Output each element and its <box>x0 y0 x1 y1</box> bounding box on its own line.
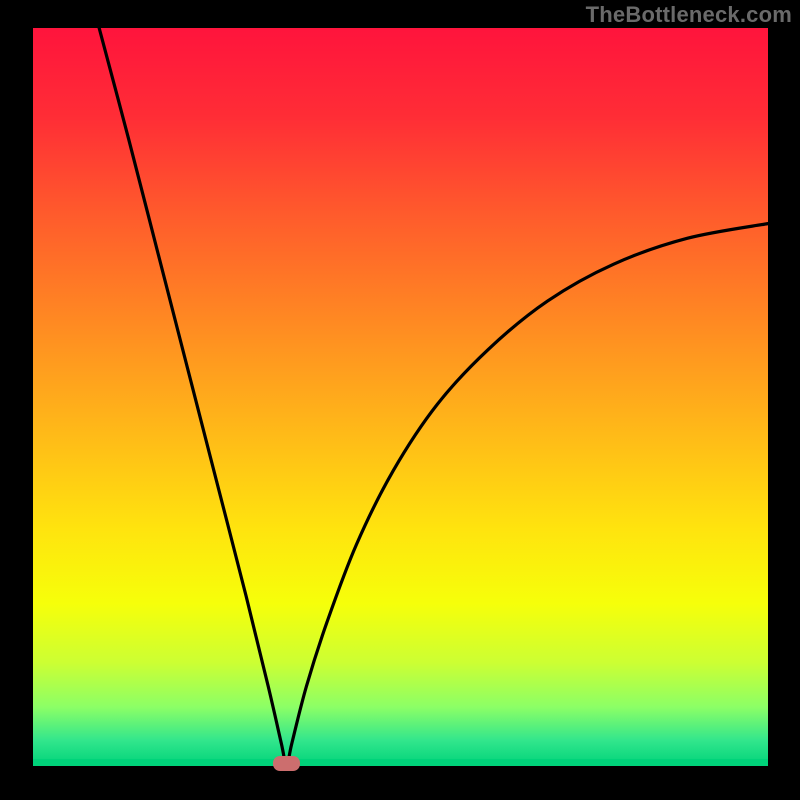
watermark-text: TheBottleneck.com <box>586 2 792 28</box>
bottleneck-curve <box>33 28 768 766</box>
optimal-marker <box>273 756 300 771</box>
chart-frame: TheBottleneck.com <box>0 0 800 800</box>
plot-area <box>33 28 768 766</box>
curve-path <box>99 28 768 766</box>
